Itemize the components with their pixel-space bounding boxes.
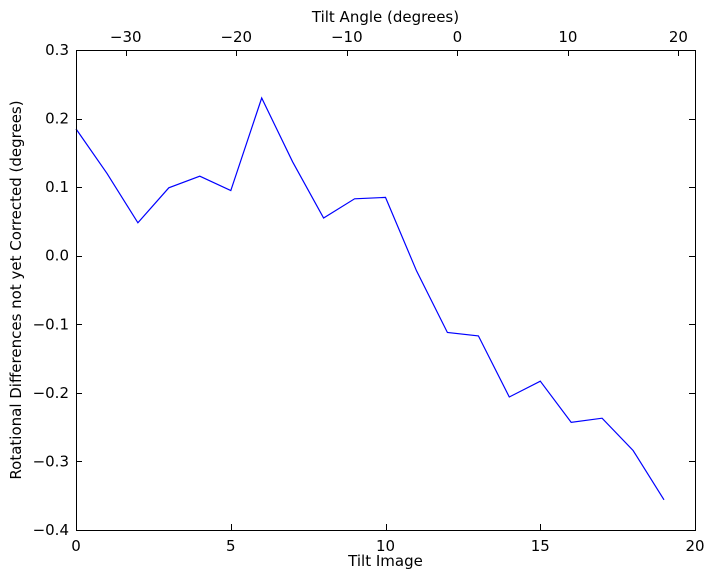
x-tick-label: 10 xyxy=(376,537,395,555)
top-x-axis-label: Tilt Angle (degrees) xyxy=(311,8,459,26)
y-axis-label: Rotational Differences not yet Corrected… xyxy=(7,100,25,479)
y-tick-label: 0.2 xyxy=(45,110,69,128)
y-tick-label: 0.0 xyxy=(45,247,69,265)
x-tick-label: 20 xyxy=(685,537,704,555)
y-tick-label: 0.3 xyxy=(45,41,69,59)
x-axis-label: Tilt Image xyxy=(347,552,423,570)
x-tick-label: 15 xyxy=(531,537,550,555)
x2-tick-label: 20 xyxy=(669,28,688,46)
series-line xyxy=(75,96,665,501)
y-tick-label: 0.1 xyxy=(45,178,69,196)
x-tick-label: 0 xyxy=(71,537,81,555)
axis-ticks: 0 5 10 15 20 −0.4 −0.3 −0.2 −0.1 0.0 0.1 0.2 0.3 −30 −… xyxy=(33,28,705,555)
x2-tick-label: −10 xyxy=(331,28,363,46)
x2-tick-label: 0 xyxy=(453,28,463,46)
y-tick-label: −0.3 xyxy=(33,452,69,470)
y-tick-label: −0.4 xyxy=(33,521,69,539)
plot-marks xyxy=(75,96,665,501)
x2-tick-label: −20 xyxy=(220,28,252,46)
x2-tick-label: −30 xyxy=(110,28,142,46)
plot-frame xyxy=(76,50,696,531)
x-tick-label: 5 xyxy=(226,537,236,555)
x2-tick-label: 10 xyxy=(558,28,577,46)
y-tick-label: −0.1 xyxy=(33,315,69,333)
y-tick-label: −0.2 xyxy=(33,384,69,402)
